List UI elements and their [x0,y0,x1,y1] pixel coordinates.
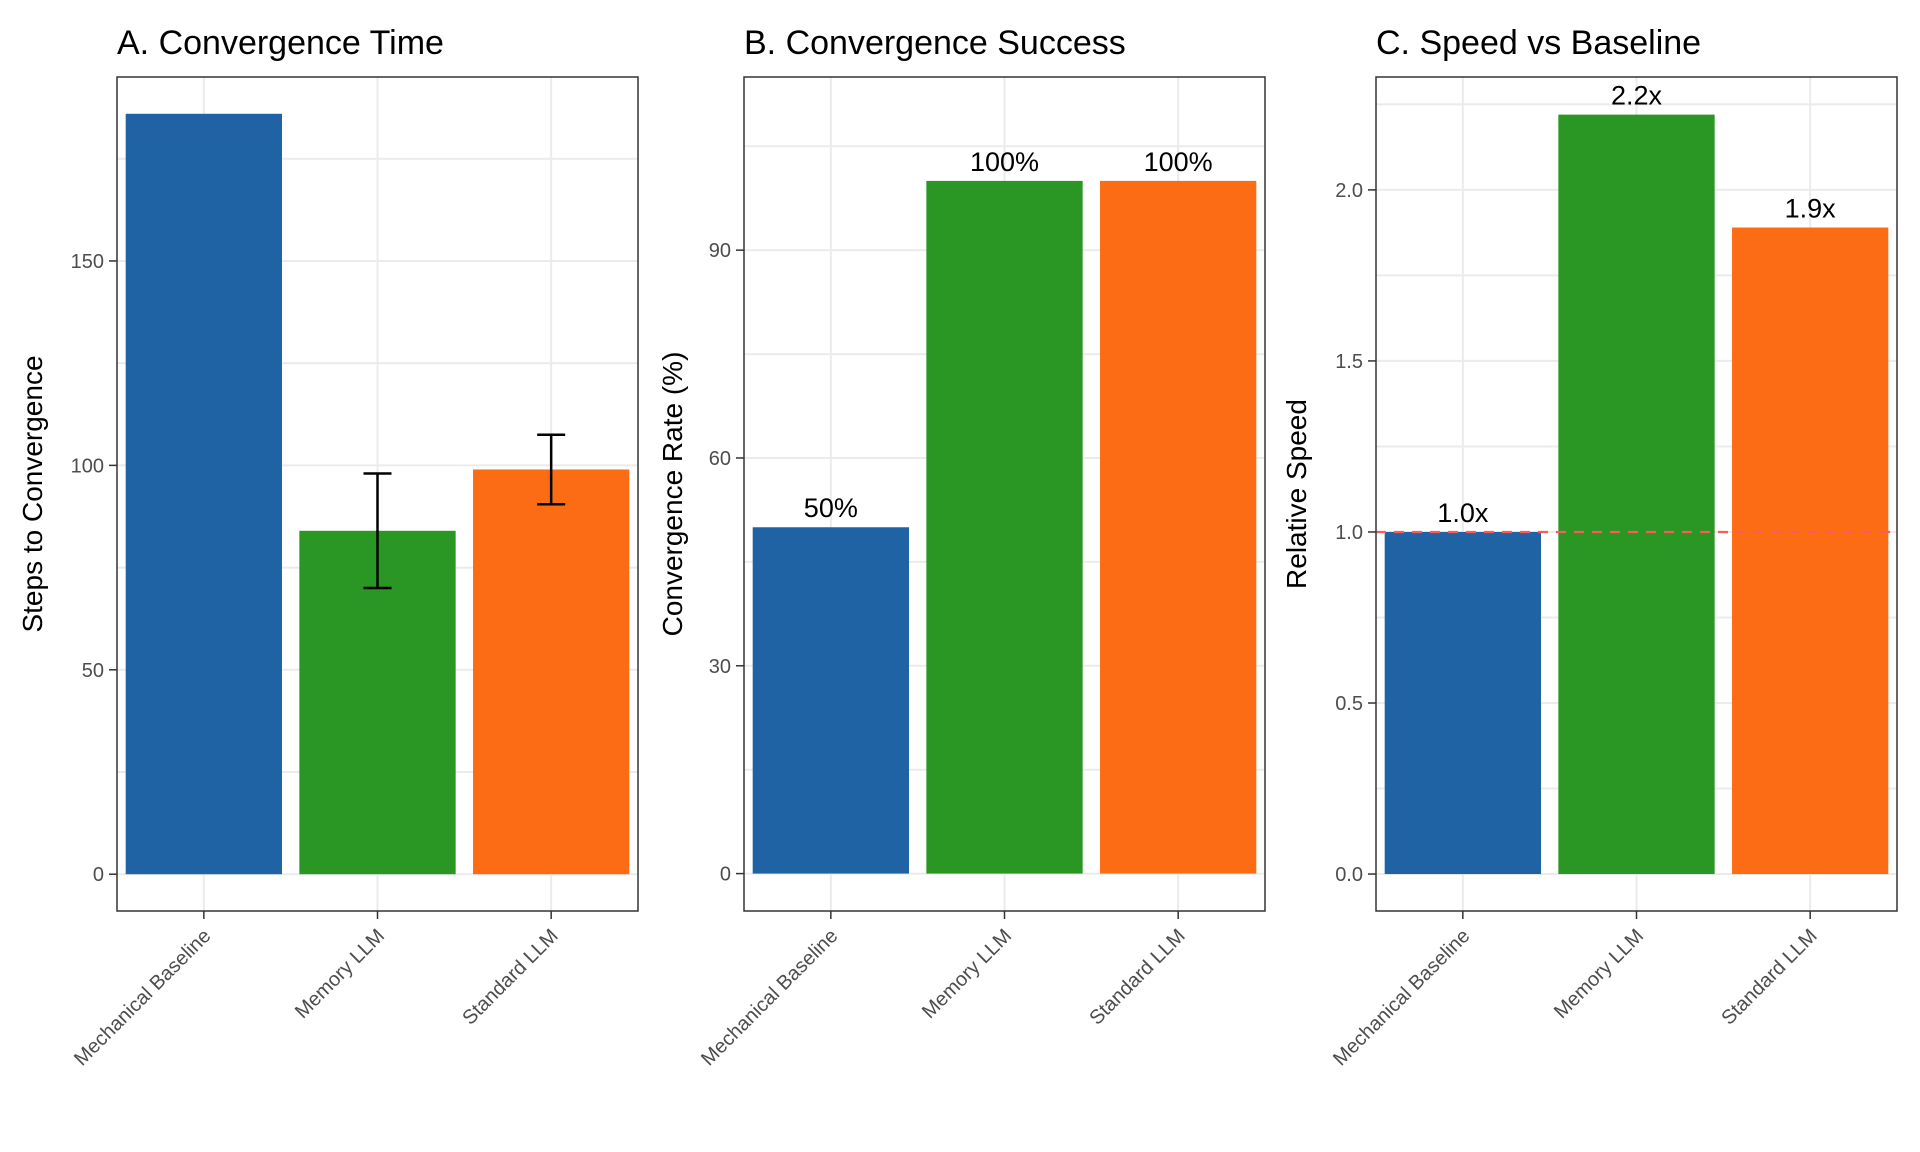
y-tick-label: 0.0 [1335,864,1363,886]
y-axis-title: Relative Speed [1281,399,1312,589]
chart-panel-2: 50% 100% 100% 0 30 60 90 Mechanical Baseline Mem… [657,24,1266,1070]
y-axis-title: Steps to Convergence [17,355,48,632]
x-tick-label: Mechanical Baseline [70,925,215,1070]
y-axis-title: Convergence Rate (%) [657,352,688,637]
chart-panel-3: 1.0x 2.2x 1.9x 0.0 0.5 1.0 1.5 2.0 Mechanical Ba… [1281,24,1898,1070]
y-tick-label: 0 [93,864,104,886]
y-tick-label: 150 [71,251,104,273]
y-tick-label: 100 [71,455,104,477]
data-label: 100% [1144,147,1213,177]
data-label: 100% [970,147,1039,177]
data-label: 1.9x [1785,194,1837,224]
x-tick-label: Standard LLM [1085,925,1189,1029]
bar-mechanical-baseline [1384,531,1541,875]
x-tick-label: Memory LLM [918,925,1016,1023]
x-tick-label: Mechanical Baseline [1329,925,1474,1070]
y-tick-label: 2.0 [1335,180,1363,202]
y-tick-label: 1.5 [1335,351,1363,373]
bar-memory-llm [1558,114,1715,875]
data-label: 50% [804,493,858,523]
bar-standard-llm [473,469,630,875]
bar-standard-llm [1732,227,1889,875]
panel-title: C. Speed vs Baseline [1376,24,1701,62]
x-tick-label: Standard LLM [1717,925,1821,1029]
x-tick-label: Memory LLM [291,925,389,1023]
x-tick-label: Standard LLM [458,925,562,1029]
y-tick-label: 0.5 [1335,693,1363,715]
y-tick-label: 1.0 [1335,522,1363,544]
y-tick-label: 30 [709,656,731,678]
x-tick-label: Mechanical Baseline [697,925,842,1070]
bar-mechanical-baseline [752,527,909,874]
chart-panel-1: 0 50 100 150 Mechanical Baseline Memory LLM St… [17,24,639,1070]
x-tick-label: Memory LLM [1550,925,1648,1023]
panel-title: B. Convergence Success [744,24,1126,62]
bar-memory-llm [926,180,1083,874]
data-label: 2.2x [1611,81,1663,111]
y-tick-label: 60 [709,448,731,470]
bar-standard-llm [1100,180,1257,874]
y-tick-label: 50 [82,660,104,682]
y-tick-label: 0 [720,864,731,886]
data-label: 1.0x [1437,498,1489,528]
bar-mechanical-baseline [125,113,282,875]
y-tick-label: 90 [709,240,731,262]
panel-title: A. Convergence Time [117,24,444,62]
